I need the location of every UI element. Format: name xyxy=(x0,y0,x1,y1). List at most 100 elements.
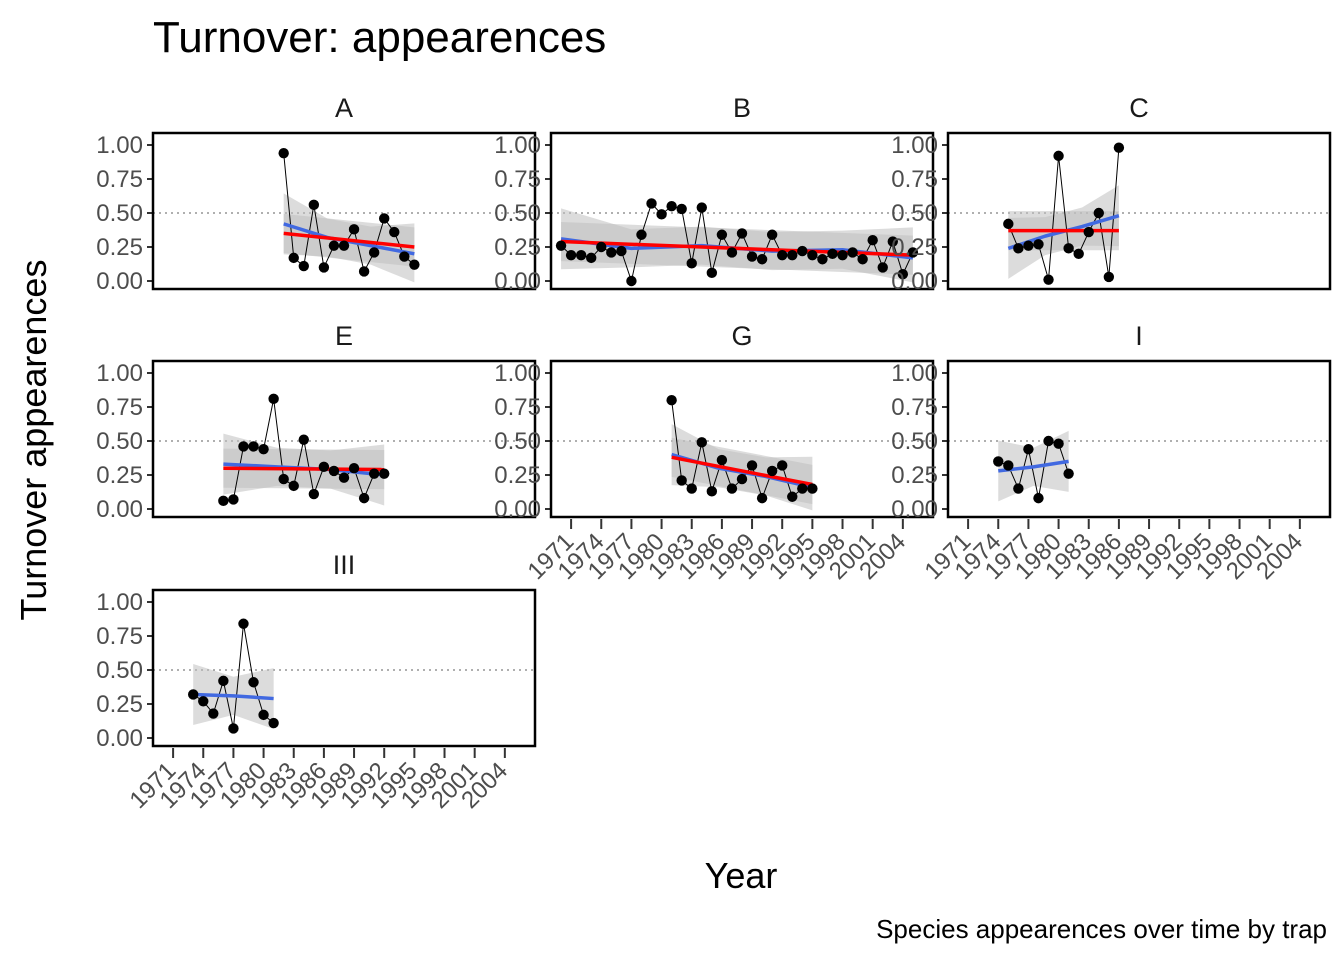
x-axis: 1971197419771980198319861989199219951998… xyxy=(523,519,911,585)
data-point xyxy=(656,209,667,220)
y-axis-title: Turnover appearences xyxy=(13,260,54,621)
facet-label: I xyxy=(1135,321,1143,351)
data-point xyxy=(877,262,888,273)
data-point xyxy=(238,618,249,629)
data-point xyxy=(736,228,748,239)
data-point xyxy=(606,247,617,258)
y-tick-label: 0.00 xyxy=(494,496,541,523)
data-point xyxy=(258,709,269,721)
data-point xyxy=(726,247,738,258)
panel-border xyxy=(946,131,1332,291)
data-point xyxy=(298,434,309,445)
data-point xyxy=(686,258,697,269)
facet-panel-iii: III 0.00 0.25 0.50 0.75 1.00 xyxy=(96,550,537,752)
facet-label: E xyxy=(335,321,353,351)
data-point xyxy=(706,267,718,279)
y-tick-label: 0.75 xyxy=(96,166,143,193)
data-point xyxy=(696,437,707,448)
panel-border xyxy=(946,359,1332,519)
data-point xyxy=(787,491,798,502)
data-point xyxy=(993,456,1004,467)
data-point xyxy=(198,696,209,707)
y-tick-label: 0.50 xyxy=(891,200,938,227)
panel-border xyxy=(549,359,935,519)
data-point xyxy=(797,245,808,257)
data-point xyxy=(328,465,340,477)
data-point xyxy=(777,460,788,471)
y-tick-label: 0.75 xyxy=(494,394,541,421)
data-point xyxy=(318,262,330,273)
y-tick-label: 0.75 xyxy=(494,166,541,193)
data-point xyxy=(726,483,738,494)
lm-fit-line xyxy=(223,466,385,472)
data-point xyxy=(1013,243,1024,254)
data-point xyxy=(1053,438,1064,449)
data-point xyxy=(338,240,350,251)
y-tick-label: 0.25 xyxy=(891,234,938,261)
data-point xyxy=(1083,226,1094,238)
y-tick-label: 1.00 xyxy=(96,589,143,616)
data-point xyxy=(1013,483,1024,494)
data-point xyxy=(756,254,768,265)
y-tick-label: 0.75 xyxy=(96,394,143,421)
data-point xyxy=(1023,443,1034,455)
data-point xyxy=(766,229,778,240)
data-point xyxy=(736,473,748,485)
data-point xyxy=(555,240,567,251)
facet-panel-c: C 0.00 0.25 0.50 0.75 1.00 xyxy=(891,93,1332,295)
facet-label: C xyxy=(1129,93,1149,123)
data-point xyxy=(676,203,687,215)
y-tick-label: 1.00 xyxy=(96,132,143,159)
data-point xyxy=(188,689,199,700)
x-axis-title: Year xyxy=(705,855,778,896)
data-point xyxy=(857,254,868,265)
data-point xyxy=(1113,142,1125,153)
data-point xyxy=(228,723,239,734)
data-point xyxy=(1003,218,1014,230)
data-point xyxy=(756,492,768,504)
y-tick-label: 0.75 xyxy=(891,166,938,193)
data-point xyxy=(328,240,340,251)
data-point xyxy=(646,198,657,209)
data-point xyxy=(847,247,858,258)
data-point xyxy=(586,252,597,264)
data-point xyxy=(1063,243,1074,254)
data-point xyxy=(248,677,259,688)
data-point xyxy=(616,245,627,257)
y-tick-label: 0.50 xyxy=(96,200,143,227)
loess-fit-line xyxy=(193,692,274,701)
chart-caption: Species appearences over time by trap xyxy=(876,914,1327,944)
x-axis: 1971197419771980198319861989199219951998… xyxy=(125,748,513,814)
y-tick-label: 0.75 xyxy=(891,394,938,421)
facet-panel-b: B 0.00 0.25 0.50 0.75 1.00 xyxy=(494,93,935,295)
data-point xyxy=(308,199,320,211)
data-point xyxy=(268,717,279,729)
data-point xyxy=(636,229,647,240)
y-tick-label: 1.00 xyxy=(891,360,938,387)
data-point xyxy=(565,249,577,261)
data-point xyxy=(686,483,697,494)
data-point xyxy=(887,236,898,247)
y-tick-label: 1.00 xyxy=(96,360,143,387)
data-point xyxy=(218,495,229,507)
data-point xyxy=(348,463,360,474)
data-point xyxy=(596,241,607,253)
data-point xyxy=(278,473,289,485)
data-point xyxy=(797,483,808,494)
y-tick-label: 0.25 xyxy=(494,462,541,489)
data-point xyxy=(1023,240,1034,251)
data-point xyxy=(807,483,818,494)
data-point xyxy=(867,235,878,246)
data-point xyxy=(1043,435,1054,447)
data-point xyxy=(379,213,390,224)
data-point xyxy=(575,249,587,261)
facet-label: B xyxy=(733,93,751,123)
data-point xyxy=(766,465,778,477)
data-point xyxy=(716,454,728,466)
facet-panel-i: I 0.00 0.25 0.50 0.75 1.00 xyxy=(891,321,1332,523)
data-point xyxy=(1073,248,1084,259)
data-point xyxy=(338,472,350,483)
data-point xyxy=(1103,271,1115,283)
data-point xyxy=(1003,460,1014,471)
